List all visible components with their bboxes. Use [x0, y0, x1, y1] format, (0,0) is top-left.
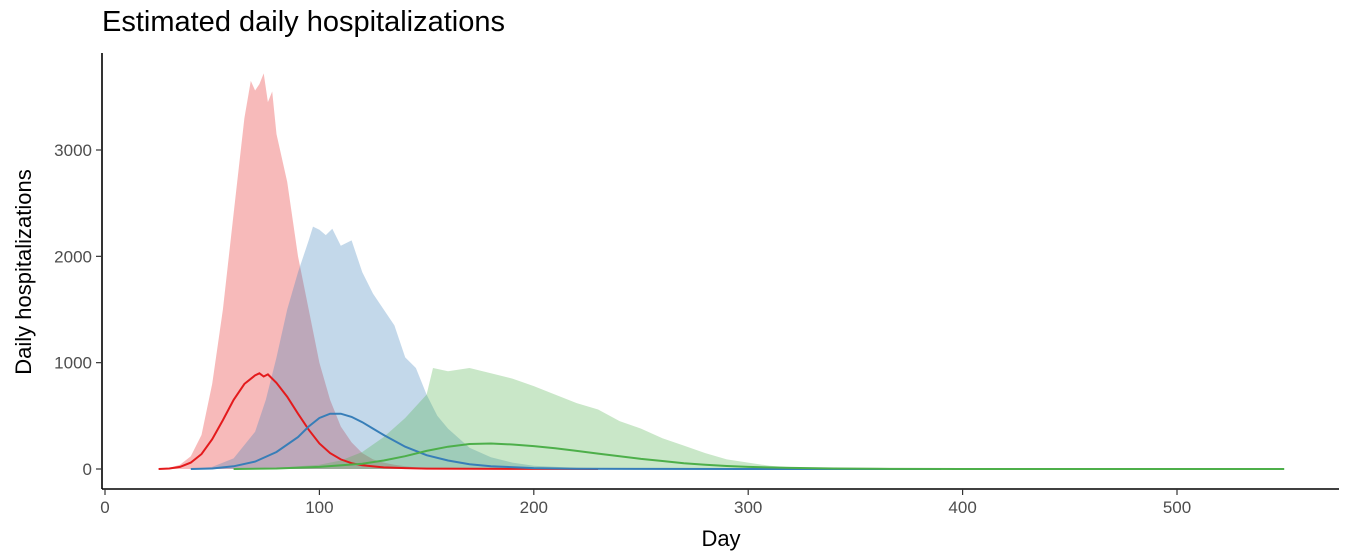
series-3-line — [233, 442, 1285, 470]
y-axis-ticks: 0 1000 2000 3000 — [54, 141, 102, 479]
band-layer — [158, 73, 1285, 470]
x-tick-label: 500 — [1163, 498, 1191, 517]
x-axis-title: Day — [701, 526, 740, 551]
x-tick-label: 400 — [948, 498, 976, 517]
line-layer — [158, 372, 1285, 470]
x-tick-label: 0 — [100, 498, 109, 517]
chart-title: Estimated daily hospitalizations — [102, 6, 505, 38]
series-2-line — [190, 412, 942, 470]
y-tick-label: 0 — [83, 460, 92, 479]
series-1-band — [158, 73, 599, 470]
series-1-line — [158, 372, 599, 470]
x-tick-label: 300 — [734, 498, 762, 517]
y-tick-label: 1000 — [54, 354, 92, 373]
x-tick-label: 100 — [305, 498, 333, 517]
series-2-band — [190, 226, 942, 469]
x-axis-ticks: 0 100 200 300 400 500 — [100, 489, 1191, 517]
y-tick-label: 3000 — [54, 141, 92, 160]
y-tick-label: 2000 — [54, 247, 92, 266]
y-axis-title: Daily hospitalizations — [11, 169, 36, 374]
x-tick-label: 200 — [520, 498, 548, 517]
